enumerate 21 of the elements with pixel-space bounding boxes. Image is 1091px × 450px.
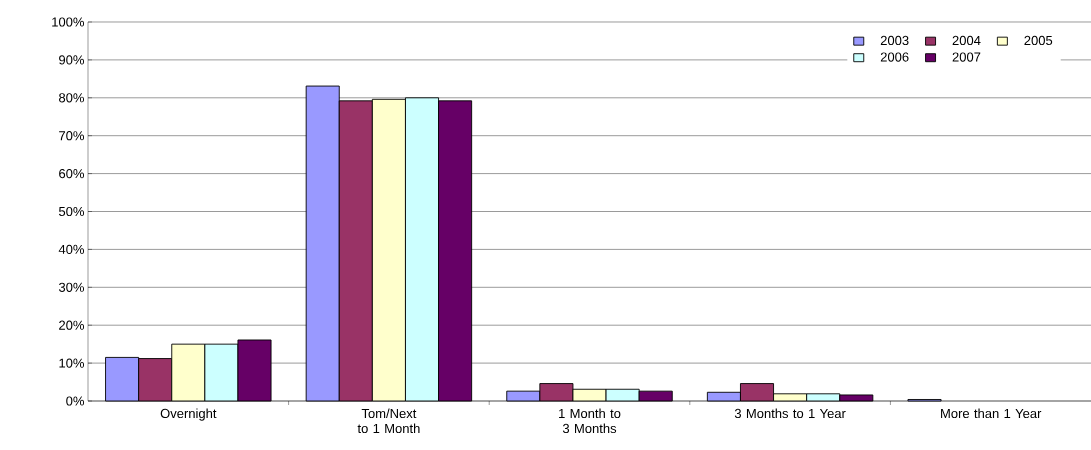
y-tick-label: 90% [59, 55, 85, 65]
legend-label: 2004 [952, 35, 981, 46]
x-tick-label: 3 Months to 1 Year [734, 408, 846, 419]
y-tick-label: 10% [59, 358, 85, 368]
legend-label: 2003 [880, 35, 909, 46]
y-tick-label: 40% [58, 244, 85, 254]
x-tick-label: 1 Month to 3 Months [559, 408, 621, 434]
y-tick-label: 60% [59, 168, 85, 179]
y-tick-label: 80% [59, 93, 85, 103]
x-tick-label: Tom/Next to 1 Month [357, 408, 420, 434]
y-tick-label: 70% [59, 131, 85, 141]
x-tick-label: More than 1 Year [941, 408, 1042, 419]
y-tick-label: 100% [52, 17, 85, 27]
legend-label: 2005 [1024, 35, 1053, 46]
y-tick-label: 20% [59, 320, 85, 330]
legend-label: 2006 [880, 52, 909, 62]
legend-label: 2007 [952, 52, 981, 62]
y-tick-label: 50% [58, 206, 85, 217]
y-tick-label: 0% [66, 396, 85, 406]
y-tick-label: 30% [58, 282, 85, 292]
x-tick-label: Overnight [160, 408, 217, 421]
